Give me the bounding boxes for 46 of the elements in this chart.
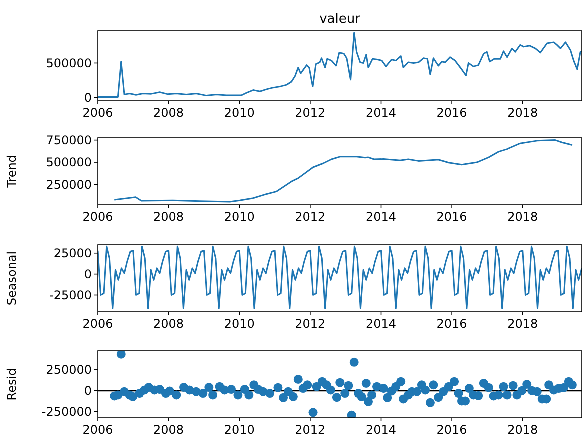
- y-tick-label: -25000: [49, 288, 92, 302]
- x-tick-label: 2010: [224, 210, 255, 224]
- y-tick-label: 0: [84, 268, 92, 282]
- x-tick-label: 2014: [366, 106, 397, 120]
- x-tick-label: 2016: [436, 210, 468, 224]
- line-series: [98, 32, 582, 98]
- line-series: [114, 140, 574, 203]
- x-tick-label: 2006: [82, 106, 114, 120]
- chart-title: valeur: [320, 12, 362, 27]
- x-tick-label: 2016: [436, 106, 468, 120]
- y-tick-label: -250000: [42, 405, 92, 420]
- x-tick-label: 2018: [508, 210, 538, 224]
- y-tick-label: 500000: [46, 156, 92, 170]
- x-tick-label: 2012: [295, 317, 326, 331]
- x-tick-label: 2018: [508, 106, 538, 120]
- y-tick-label: 0: [84, 384, 92, 398]
- y-tick-label: 750000: [46, 134, 92, 148]
- y-tick-label: 25000: [54, 246, 92, 261]
- y-tick-label: 500000: [46, 56, 92, 70]
- y-tick-label: 250000: [46, 363, 92, 378]
- y-tick-label: 250000: [46, 178, 92, 192]
- x-tick-label: 2008: [154, 106, 184, 120]
- x-tick-label: 2006: [82, 210, 114, 224]
- line-series: [98, 246, 582, 310]
- x-tick-label: 2014: [366, 423, 397, 437]
- x-tick-label: 2012: [295, 423, 326, 437]
- x-tick-label: 2010: [224, 106, 255, 120]
- x-tick-label: 2018: [508, 423, 538, 437]
- x-tick-label: 2010: [224, 317, 255, 331]
- x-tick-label: 2012: [295, 210, 326, 224]
- x-tick-label: 2008: [154, 317, 184, 331]
- x-tick-label: 2010: [224, 423, 255, 437]
- x-tick-label: 2016: [436, 317, 468, 331]
- x-tick-label: 2014: [366, 210, 397, 224]
- x-tick-label: 2018: [508, 317, 538, 331]
- x-tick-label: 2008: [154, 423, 184, 437]
- x-tick-label: 2014: [366, 317, 397, 331]
- y-tick-label: 0: [84, 91, 92, 106]
- x-tick-label: 2008: [154, 210, 184, 224]
- x-tick-label: 2006: [82, 317, 114, 331]
- x-tick-label: 2016: [436, 423, 468, 437]
- y-axis-title: Seasonal: [5, 251, 19, 306]
- x-tick-label: 2012: [295, 106, 326, 120]
- y-axis-title: Trend: [5, 155, 19, 189]
- x-tick-label: 2006: [82, 423, 114, 437]
- y-axis-title: Resid: [5, 368, 19, 401]
